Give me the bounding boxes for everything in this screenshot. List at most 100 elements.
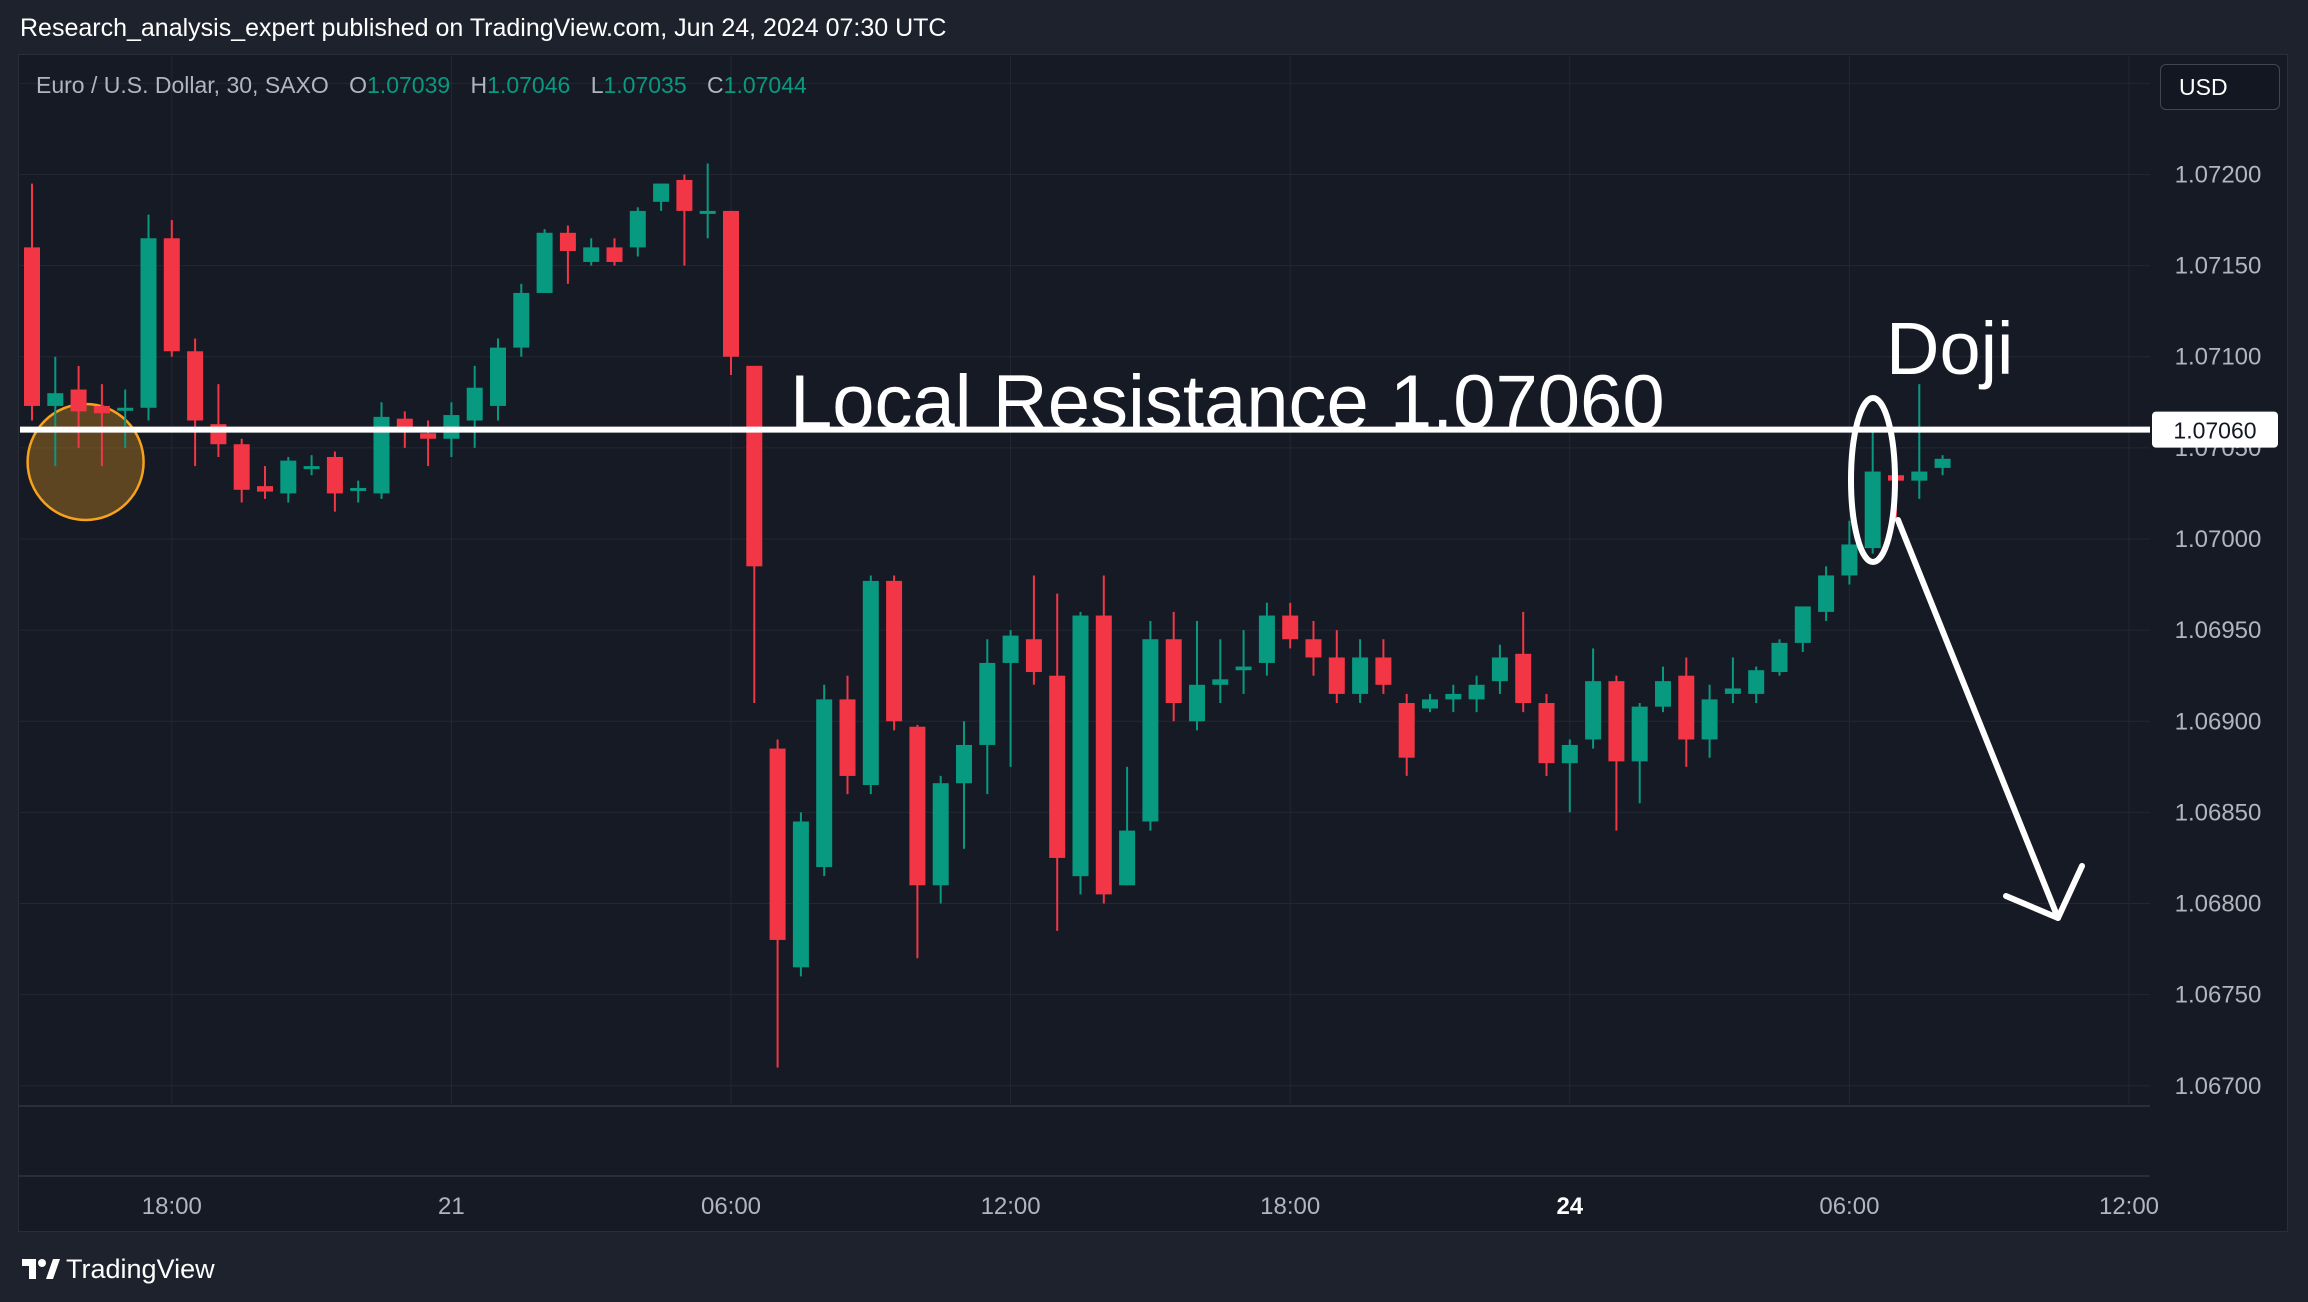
- candle-body: [699, 210, 716, 214]
- candle-body: [1189, 684, 1205, 722]
- candle-body: [1212, 679, 1229, 685]
- candle-body: [536, 232, 553, 293]
- candle-body: [1491, 657, 1508, 682]
- resistance-label: Local Resistance 1.07060: [790, 360, 1665, 445]
- candle-body: [1515, 653, 1532, 704]
- candle-body: [932, 783, 949, 886]
- candle-body: [1585, 681, 1602, 740]
- candle-body: [909, 726, 926, 886]
- candle-body: [1608, 681, 1625, 762]
- currency-button[interactable]: USD: [2160, 64, 2280, 110]
- candle-body: [350, 487, 367, 491]
- candle-body: [1818, 575, 1835, 612]
- candle-body: [117, 407, 134, 411]
- candle-body: [723, 210, 739, 357]
- candle-body: [187, 351, 204, 421]
- candle-body: [24, 247, 40, 406]
- candle-body: [1934, 458, 1951, 468]
- candle-body: [1468, 684, 1485, 700]
- open-value: 1.07039: [367, 72, 451, 98]
- candle-body: [47, 393, 64, 406]
- candle-body: [1142, 639, 1159, 822]
- candle-body: [490, 347, 506, 406]
- low-value: 1.07035: [603, 72, 687, 98]
- candle-body: [1258, 615, 1275, 663]
- candle-body: [420, 433, 437, 439]
- candle-body: [746, 365, 763, 567]
- candle-body: [629, 210, 646, 248]
- candle-body: [1119, 830, 1136, 886]
- candle-body: [513, 292, 530, 348]
- candle-body: [583, 247, 600, 262]
- y-tick-label: 1.06750: [2175, 982, 2262, 1009]
- candle-body: [1002, 635, 1019, 663]
- candle-body: [1678, 675, 1695, 740]
- candle-body: [466, 387, 483, 421]
- high-label: H: [470, 72, 488, 98]
- candle-body: [792, 821, 809, 968]
- publisher-text: Research_analysis_expert published on Tr…: [20, 14, 947, 42]
- candle-body: [839, 699, 856, 776]
- y-tick-label: 1.07000: [2175, 526, 2262, 553]
- down-arrow-head: [2003, 863, 2085, 921]
- tradingview-logo-icon: [22, 1259, 60, 1279]
- candle-body: [257, 486, 273, 492]
- tradingview-brand[interactable]: TradingView: [20, 1254, 215, 1284]
- x-tick-label: 24: [1556, 1193, 1583, 1220]
- candle-body: [1049, 675, 1066, 858]
- candle-body: [1771, 642, 1788, 673]
- candle-body: [886, 580, 903, 722]
- candle-body: [1561, 744, 1578, 764]
- candle-body: [373, 416, 390, 494]
- candle-body: [559, 232, 576, 252]
- candle-body: [1352, 657, 1369, 694]
- candle-body: [303, 466, 320, 470]
- down-arrow: [1895, 517, 2061, 921]
- y-tick-label: 1.07100: [2175, 344, 2262, 371]
- price-tag-value: 1.07060: [2173, 418, 2256, 444]
- candle-body: [70, 389, 87, 412]
- y-tick-label: 1.06850: [2175, 799, 2262, 826]
- candle-body: [1631, 706, 1648, 762]
- candle-body: [816, 699, 833, 868]
- candle-body: [1025, 639, 1042, 673]
- x-tick-label: 06:00: [701, 1193, 761, 1220]
- x-tick-label: 18:00: [1260, 1193, 1320, 1220]
- candle-body: [1911, 471, 1928, 481]
- open-label: O: [349, 72, 368, 98]
- y-tick-label: 1.06950: [2175, 617, 2262, 644]
- candle-body: [93, 405, 110, 414]
- close-label: C: [707, 72, 724, 98]
- candle-body: [1375, 657, 1392, 685]
- candle-body: [163, 238, 180, 352]
- x-tick-label: 06:00: [1819, 1193, 1879, 1220]
- high-value: 1.07046: [487, 72, 571, 98]
- close-value: 1.07044: [723, 72, 807, 98]
- doji-label: Doji: [1886, 307, 2013, 390]
- candle-body: [396, 418, 413, 430]
- candle-body: [1235, 666, 1252, 671]
- candle-body: [676, 179, 693, 211]
- candle-body: [1794, 606, 1811, 643]
- y-tick-label: 1.06700: [2175, 1073, 2262, 1100]
- x-tick-label: 21: [438, 1193, 465, 1220]
- price-tag: [2152, 411, 2278, 448]
- y-tick-label: 1.06900: [2175, 708, 2262, 735]
- x-tick-label: 18:00: [142, 1193, 202, 1220]
- candle-body: [606, 247, 623, 262]
- candle-body: [1445, 693, 1462, 700]
- x-tick-label: 12:00: [981, 1193, 1041, 1220]
- candle-body: [1538, 703, 1555, 764]
- y-tick-label: 1.06800: [2175, 891, 2262, 918]
- candle-body: [862, 580, 879, 786]
- candle-body: [1398, 703, 1415, 758]
- candle-body: [1422, 699, 1438, 709]
- brand-name: TradingView: [66, 1253, 215, 1284]
- symbol-label[interactable]: Euro / U.S. Dollar, 30, SAXO: [36, 72, 329, 98]
- candle-body: [1748, 670, 1765, 694]
- candle-body: [1072, 615, 1089, 877]
- candle-body: [1282, 615, 1299, 640]
- candle-body: [1864, 471, 1881, 549]
- candle-body: [1095, 615, 1112, 895]
